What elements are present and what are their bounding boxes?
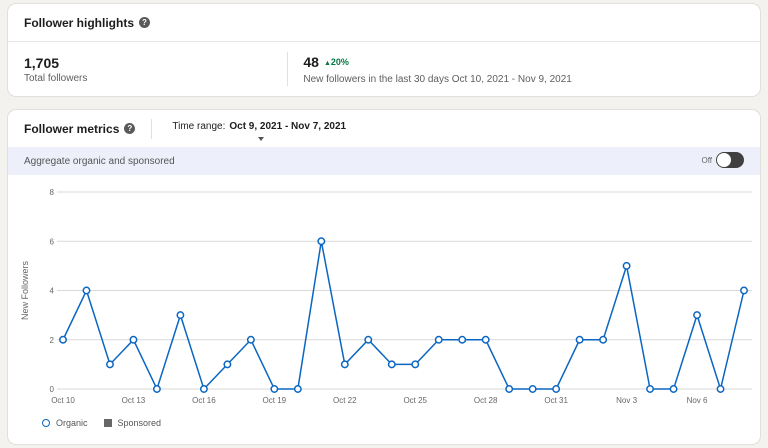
- data-point[interactable]: [622, 261, 631, 270]
- total-followers-stat: 1,705 Total followers: [8, 55, 87, 84]
- new-followers-value: 48: [303, 53, 319, 70]
- data-point[interactable]: [646, 385, 655, 393]
- y-tick-label: 6: [50, 237, 55, 246]
- data-point[interactable]: [716, 385, 725, 393]
- y-axis-label: New Followers: [20, 260, 30, 320]
- aggregate-bar: Aggregate organic and sponsored Off: [8, 147, 760, 175]
- x-tick-label: Oct 13: [122, 396, 146, 405]
- data-point[interactable]: [669, 385, 678, 393]
- data-point[interactable]: [246, 335, 255, 344]
- data-point[interactable]: [434, 335, 443, 344]
- data-point[interactable]: [387, 360, 396, 369]
- data-point[interactable]: [411, 360, 420, 369]
- help-icon[interactable]: ?: [124, 123, 136, 134]
- delta-value: 20%: [330, 56, 349, 67]
- time-range-dropdown[interactable]: Time range: Oct 9, 2021 - Nov 7, 2021: [172, 121, 347, 141]
- aggregate-toggle[interactable]: [716, 152, 744, 168]
- metrics-header: Follower metrics ? Time range: Oct 9, 202…: [8, 110, 760, 147]
- data-point[interactable]: [599, 335, 608, 344]
- data-point[interactable]: [458, 335, 467, 344]
- toggle-state-label: Off: [701, 155, 712, 165]
- data-point[interactable]: [152, 385, 161, 393]
- y-tick-label: 2: [50, 336, 55, 345]
- new-followers-stat: 48 ▲20% New followers in the last 30 days…: [288, 54, 571, 85]
- header-divider: [151, 118, 153, 139]
- organic-series-line: [62, 241, 745, 392]
- data-point[interactable]: [505, 385, 514, 393]
- arrow-up-icon: ▲: [323, 59, 331, 67]
- data-point[interactable]: [106, 360, 114, 369]
- data-point[interactable]: [199, 385, 208, 393]
- follower-metrics-card: Follower metrics ? Time range: Oct 9, 202…: [8, 110, 760, 444]
- stat-divider: [287, 52, 289, 86]
- total-followers-label: Total followers: [24, 72, 88, 84]
- data-point[interactable]: [693, 311, 701, 320]
- highlights-title: Follower highlights: [24, 15, 134, 30]
- data-point[interactable]: [364, 335, 373, 344]
- x-tick-label: Oct 22: [333, 396, 357, 405]
- x-tick-label: Oct 16: [192, 396, 216, 405]
- data-point[interactable]: [82, 286, 91, 295]
- data-point[interactable]: [176, 311, 185, 320]
- data-point[interactable]: [129, 335, 138, 344]
- x-tick-label: Oct 25: [403, 396, 427, 405]
- x-tick-label: Oct 19: [263, 396, 287, 405]
- data-point[interactable]: [575, 335, 584, 344]
- data-point[interactable]: [528, 385, 537, 393]
- x-tick-label: Nov 6: [687, 396, 708, 405]
- x-tick-label: Oct 10: [51, 396, 75, 405]
- total-followers-value: 1,705: [24, 54, 60, 71]
- help-icon[interactable]: ?: [139, 17, 150, 28]
- highlights-header: Follower highlights ?: [8, 4, 760, 42]
- y-tick-label: 0: [50, 385, 55, 394]
- x-tick-label: Nov 3: [616, 396, 637, 405]
- organic-legend-label: Organic: [56, 418, 88, 428]
- aggregate-label: Aggregate organic and sponsored: [24, 155, 175, 167]
- data-point[interactable]: [340, 360, 349, 369]
- data-point[interactable]: [270, 385, 279, 393]
- data-point[interactable]: [317, 237, 326, 246]
- caret-down-icon: [258, 137, 265, 141]
- time-range-value: Oct 9, 2021 - Nov 7, 2021: [229, 121, 347, 132]
- time-range-label: Time range:: [172, 121, 226, 132]
- metrics-title: Follower metrics: [24, 121, 120, 136]
- follower-metrics-chart: 0 2 4 6 8 New Followers Oct 10 Oct 13 Oct 16 Oct …: [20, 188, 752, 405]
- data-point[interactable]: [481, 335, 490, 344]
- data-point[interactable]: [293, 385, 302, 393]
- x-tick-label: Oct 28: [474, 396, 498, 405]
- aggregate-toggle-wrap: Off: [701, 152, 744, 168]
- data-point[interactable]: [552, 385, 561, 393]
- x-tick-label: Oct 31: [544, 396, 568, 405]
- toggle-knob: [717, 153, 731, 167]
- data-point[interactable]: [740, 286, 748, 295]
- sponsored-legend-label: Sponsored: [117, 418, 162, 428]
- new-followers-label: New followers in the last 30 days Oct 10…: [303, 73, 572, 85]
- organic-legend-marker[interactable]: [42, 419, 50, 427]
- y-tick-label: 8: [50, 188, 55, 197]
- data-point[interactable]: [223, 360, 232, 369]
- highlights-stats: 1,705 Total followers 48 ▲20% New followe…: [8, 42, 760, 96]
- data-point[interactable]: [59, 335, 67, 344]
- chart-legend: Organic Sponsored: [42, 418, 161, 428]
- delta-badge: ▲20%: [324, 57, 349, 67]
- sponsored-legend-marker[interactable]: [103, 419, 112, 427]
- y-tick-label: 4: [50, 287, 55, 296]
- follower-highlights-card: Follower highlights ? 1,705 Total follow…: [8, 4, 760, 96]
